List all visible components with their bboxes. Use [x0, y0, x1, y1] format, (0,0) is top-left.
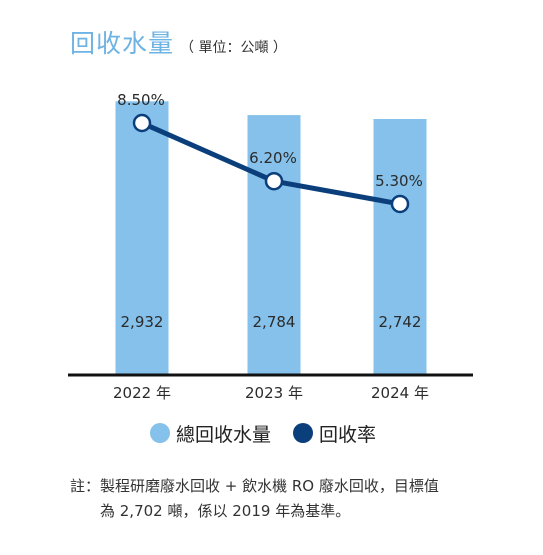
legend-label-line: 回收率 — [319, 423, 377, 446]
x-tick-label-2: 2023 年 — [245, 384, 303, 402]
bar-value-label-3: 2,742 — [379, 313, 422, 331]
legend-label-bar: 總回收水量 — [176, 423, 272, 446]
chart-title-block: 回收水量 （ 單位：公噸 ） — [70, 24, 287, 60]
chart-title: 回收水量 — [70, 29, 175, 58]
footnote-line-1: 製程研磨廢水回收 + 飲水機 RO 廢水回收，目標值 — [100, 477, 439, 495]
rate-point-3 — [390, 194, 410, 214]
x-tick-label-1: 2022 年 — [113, 384, 171, 402]
legend-item-line: 回收率 — [293, 420, 376, 447]
legend-item-bar: 總回收水量 — [150, 420, 271, 447]
rate-value-label-1: 8.50% — [117, 91, 165, 109]
bar-value-label-1: 2,932 — [121, 313, 164, 331]
bar-1 — [115, 101, 169, 374]
bar-value-label-2: 2,784 — [253, 313, 296, 331]
legend-swatch-bar — [150, 423, 170, 443]
bar-2 — [247, 115, 301, 374]
legend-swatch-line — [293, 423, 314, 443]
rate-point-2 — [264, 171, 284, 191]
bar-3 — [373, 118, 427, 374]
x-tick-label-3: 2024 年 — [371, 384, 429, 402]
rate-point-1 — [132, 113, 152, 133]
combo-chart: 2,932 2,784 2,742 2022 年 2023 年 2024 年 8.50% 6.… — [68, 91, 473, 402]
footnote-line-2: 為 2,702 噸，係以 2019 年為基準。 — [100, 502, 351, 520]
chart-legend: 總回收水量 回收率 — [150, 420, 398, 446]
footnote-prefix: 註： — [70, 477, 101, 495]
chart-unit-subtitle: （ 單位：公噸 ） — [180, 40, 287, 56]
footnote: 註： 製程研磨廢水回收 + 飲水機 RO 廢水回收，目標值 為 2,702 噸，… — [70, 474, 510, 524]
rate-value-label-3: 5.30% — [375, 172, 423, 190]
rate-value-label-2: 6.20% — [249, 149, 297, 167]
